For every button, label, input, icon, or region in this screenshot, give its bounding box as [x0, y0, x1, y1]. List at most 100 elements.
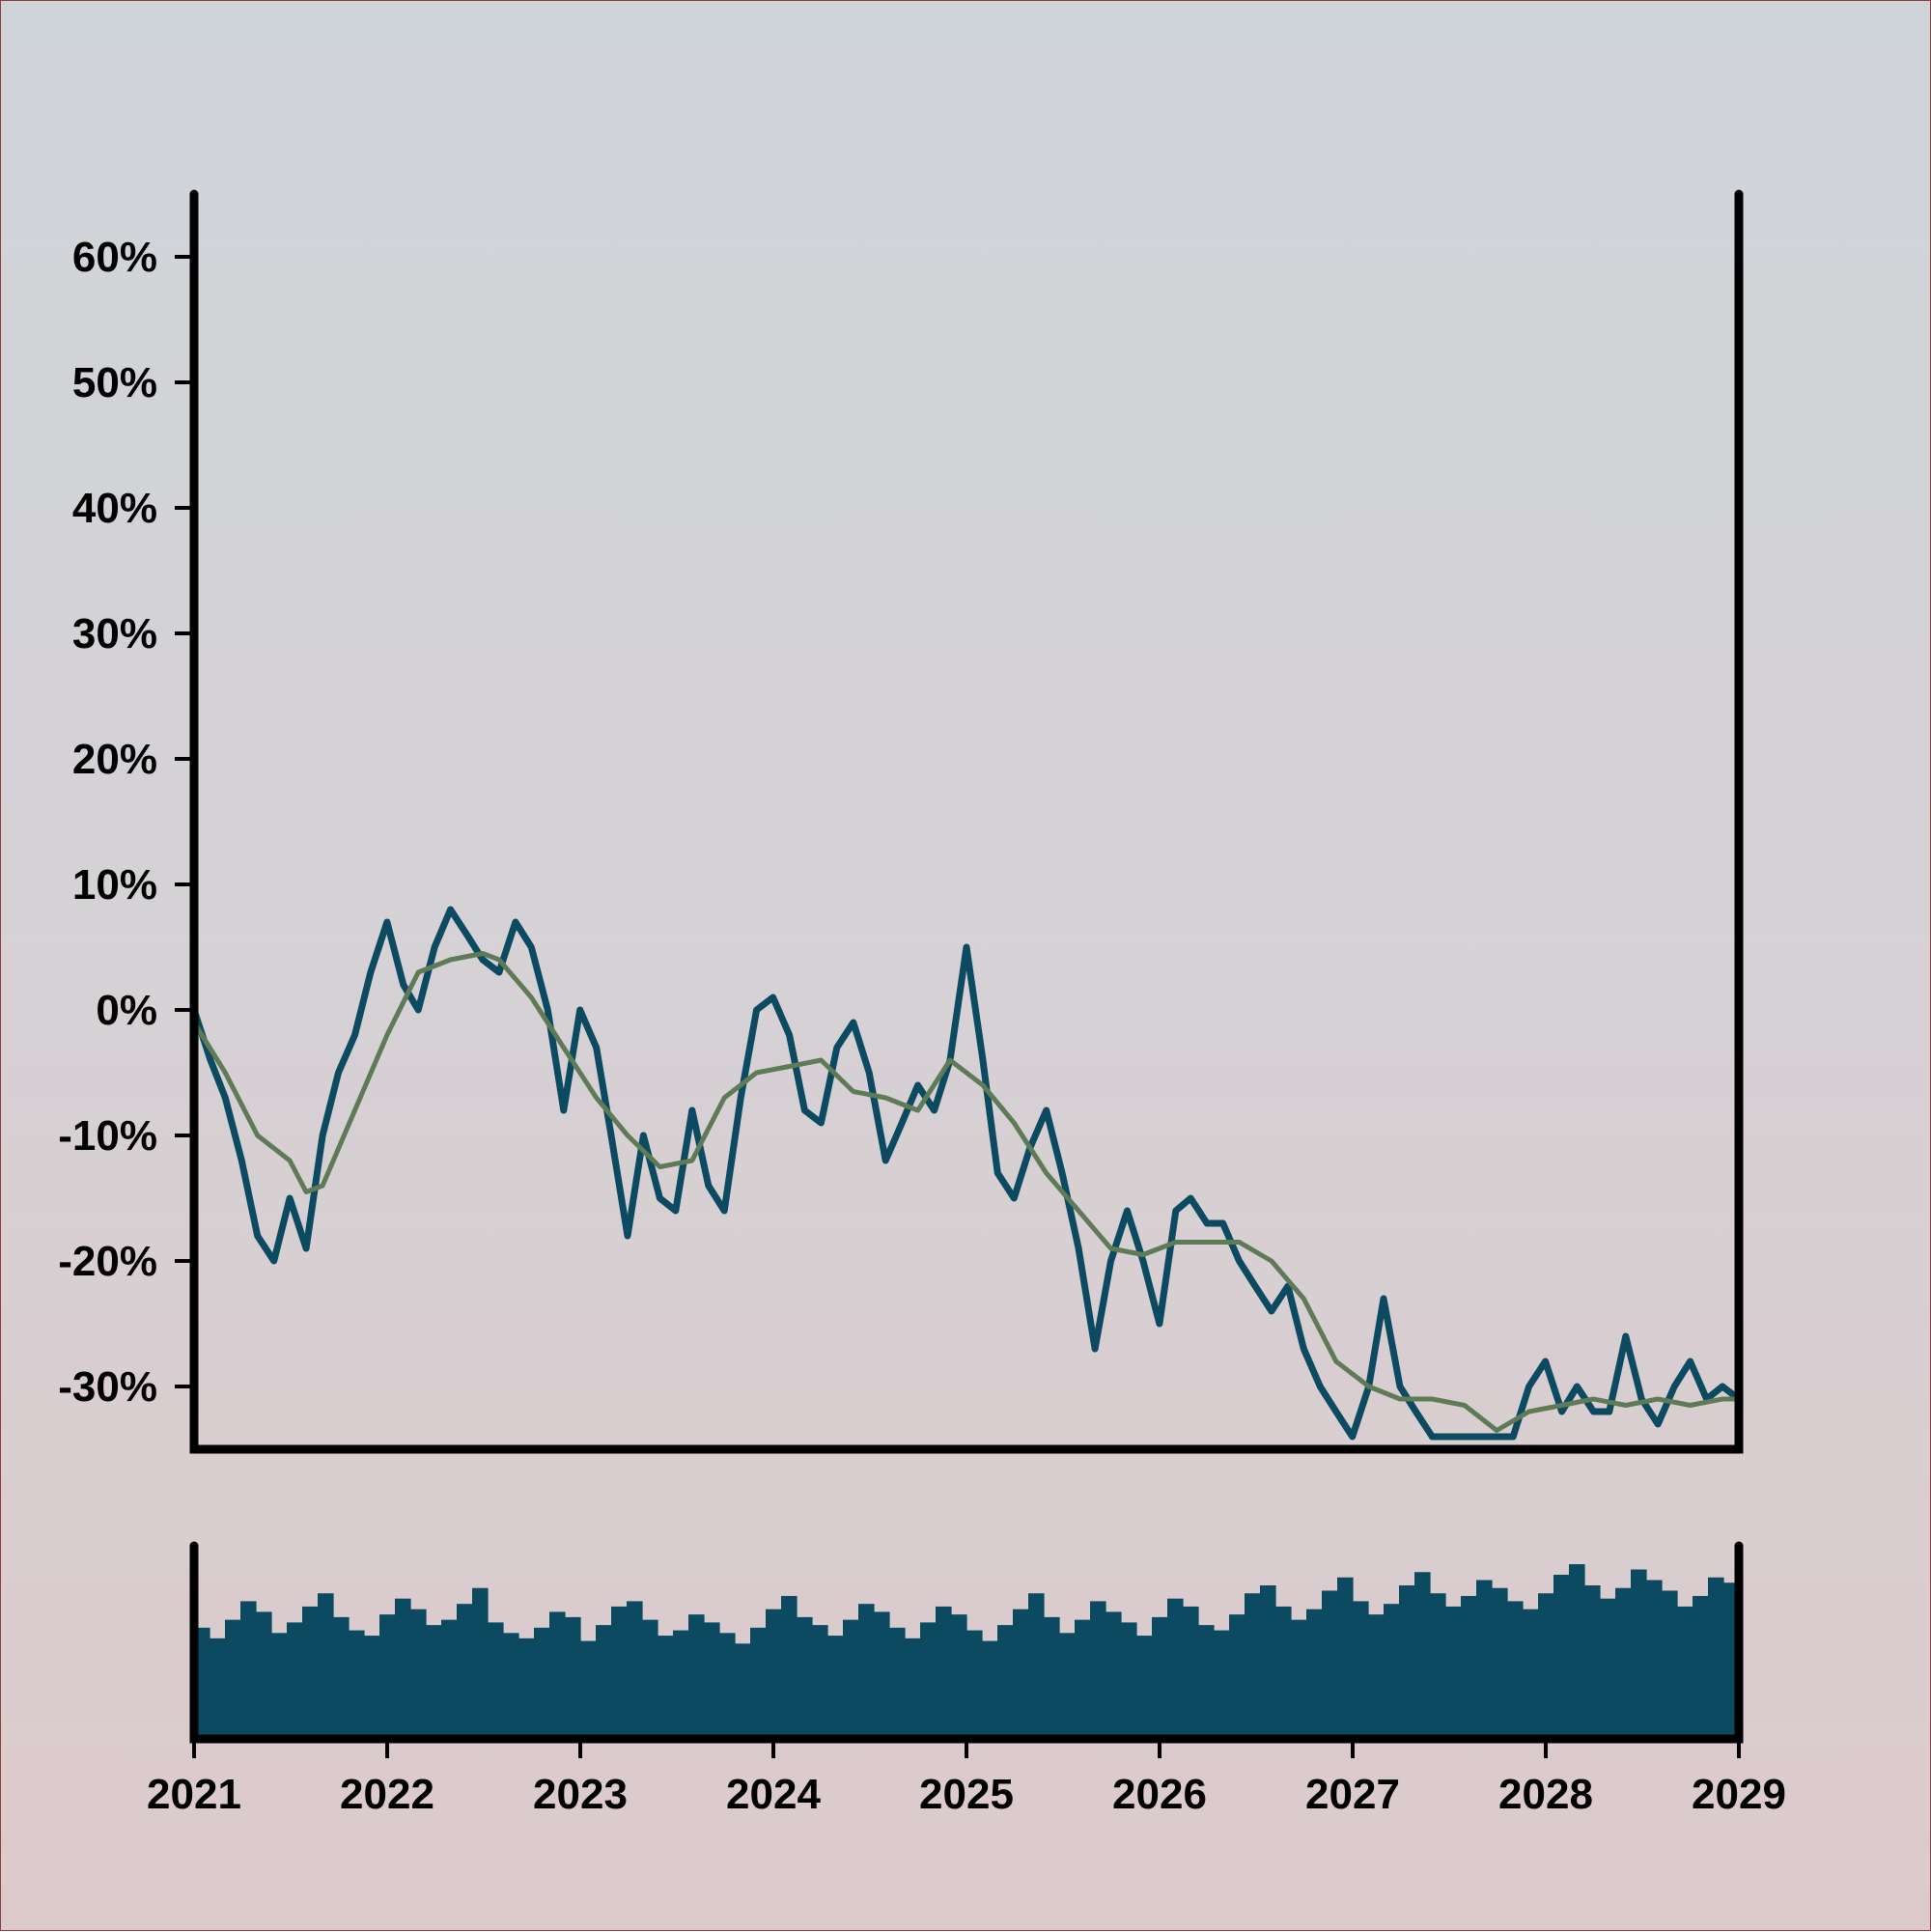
volume-bar	[1600, 1598, 1616, 1739]
volume-bar	[966, 1630, 983, 1739]
volume-bar	[905, 1638, 921, 1739]
volume-bar	[549, 1611, 566, 1739]
volume-bar	[271, 1633, 288, 1739]
y-tick-label: -30%	[58, 1363, 157, 1411]
volume-bar	[1136, 1636, 1153, 1739]
volume-bar	[1399, 1584, 1415, 1739]
volume-bar	[920, 1622, 937, 1739]
volume-bar	[1461, 1595, 1477, 1739]
volume-bar	[1677, 1606, 1693, 1739]
volume-bar	[580, 1640, 597, 1739]
volume-bar	[704, 1622, 720, 1739]
volume-bar	[1553, 1575, 1570, 1739]
volume-bar	[936, 1606, 952, 1739]
moving_average-line	[194, 951, 1739, 1433]
volume-bar	[735, 1643, 751, 1739]
volume-bar	[843, 1619, 859, 1739]
y-tick-label: 0%	[96, 987, 157, 1034]
x-tick-label: 2023	[533, 1771, 628, 1818]
volume-bar	[379, 1614, 396, 1739]
volume-bar	[1631, 1569, 1647, 1739]
volume-bar	[1183, 1606, 1199, 1739]
volume-bar	[333, 1616, 350, 1739]
volume-bar	[318, 1593, 334, 1739]
volume-bar	[1430, 1593, 1446, 1739]
volume-bar	[611, 1606, 628, 1739]
volume-bar	[1105, 1611, 1122, 1739]
y-tick-label: 10%	[72, 861, 157, 909]
volume-bar	[596, 1625, 612, 1739]
volume-bar	[1198, 1625, 1215, 1739]
volume-bar	[1013, 1609, 1029, 1739]
volume-bar	[1121, 1622, 1137, 1739]
volume-bar	[1384, 1604, 1400, 1739]
x-tick-label: 2025	[919, 1771, 1014, 1818]
volume-bar	[997, 1625, 1014, 1739]
volume-bar	[256, 1611, 272, 1739]
volume-bar	[1322, 1590, 1338, 1739]
volume-bar	[1708, 1577, 1724, 1739]
x-tick-label: 2028	[1498, 1771, 1593, 1818]
volume-bar	[951, 1614, 967, 1739]
y-axis: -30% -20% -10% 0% 10% 20% 30% 40% 50% 60%	[58, 234, 194, 1411]
axis-frames	[189, 189, 1744, 1744]
volume-bar	[395, 1598, 411, 1739]
y-tick-label: 40%	[72, 485, 157, 532]
y-tick-label: 30%	[72, 610, 157, 658]
volume-bar	[1075, 1619, 1091, 1739]
volume-bar	[688, 1614, 705, 1739]
volume-bar	[627, 1601, 643, 1739]
volume-bar	[1507, 1601, 1524, 1739]
volume-bar	[766, 1609, 782, 1739]
main-plot-area	[194, 906, 1739, 1441]
volume-bar	[827, 1636, 844, 1739]
y-tick-label: -20%	[58, 1238, 157, 1285]
volume-bar	[210, 1638, 226, 1739]
volume-bar	[1584, 1584, 1601, 1739]
x-tick-label: 2024	[726, 1771, 821, 1818]
volume-bar	[1646, 1580, 1663, 1739]
volume-bar	[364, 1636, 380, 1739]
volume-bar	[812, 1625, 828, 1739]
volume-bar	[441, 1619, 458, 1739]
volume-bar	[1445, 1606, 1462, 1739]
volume-bar	[1353, 1601, 1369, 1739]
volume-bar	[642, 1619, 658, 1739]
x-tick-label: 2029	[1692, 1771, 1786, 1818]
y-tick-label: -10%	[58, 1112, 157, 1160]
volume-bar	[1245, 1593, 1261, 1739]
main-axis-frame	[189, 189, 1744, 1454]
volume-bar	[1044, 1616, 1060, 1739]
volume-bar	[781, 1595, 798, 1739]
volume-bar	[874, 1611, 890, 1739]
volume-bar	[673, 1630, 689, 1739]
price-line	[194, 906, 1739, 1441]
volume-bar	[302, 1606, 319, 1739]
volume-bar	[534, 1627, 550, 1739]
volume-bar	[750, 1627, 767, 1739]
volume-bar	[410, 1609, 427, 1739]
x-tick-label: 2021	[147, 1771, 241, 1818]
volume-bar	[565, 1616, 581, 1739]
volume-bar	[1476, 1580, 1493, 1739]
y-tick-label: 60%	[72, 234, 157, 281]
volume-bar	[1090, 1601, 1106, 1739]
x-axis: 2021 2022 2023 2024 2025 2026 2027 2028 2029	[147, 1739, 1786, 1818]
volume-bar	[658, 1636, 674, 1739]
volume-bar	[287, 1622, 303, 1739]
volume-bar	[1492, 1587, 1508, 1739]
volume-bar	[1167, 1598, 1184, 1739]
volume-axis-frame	[189, 1541, 1744, 1744]
volume-bar	[1538, 1593, 1554, 1739]
volume-bar	[858, 1604, 875, 1739]
volume-bar	[518, 1638, 535, 1739]
volume-bar	[1260, 1584, 1276, 1739]
volume-bar	[719, 1633, 736, 1739]
volume-bar	[1028, 1593, 1045, 1739]
x-tick-label: 2026	[1112, 1771, 1207, 1818]
volume-bar	[488, 1622, 504, 1739]
volume-bar	[1214, 1630, 1230, 1739]
volume-bar	[889, 1627, 906, 1739]
y-tick-label: 50%	[72, 359, 157, 406]
